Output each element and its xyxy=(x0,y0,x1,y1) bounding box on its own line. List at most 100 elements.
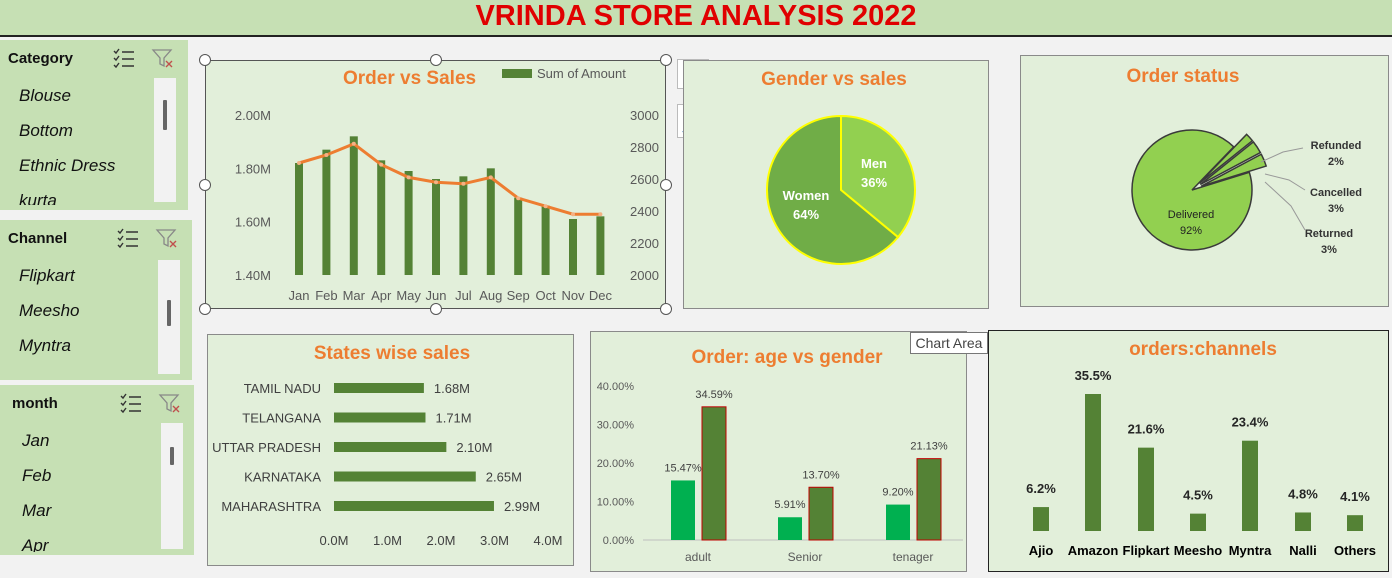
resize-handle[interactable] xyxy=(660,303,672,315)
dashboard-title: VRINDA STORE ANALYSIS 2022 xyxy=(475,0,917,32)
chart-title: States wise sales xyxy=(314,343,470,364)
clear-filter-icon[interactable] xyxy=(158,392,182,414)
state-bar xyxy=(334,471,476,482)
scrollbar-thumb[interactable] xyxy=(163,100,167,130)
orders-point xyxy=(379,162,384,167)
slice-label: Delivered xyxy=(1168,209,1214,221)
multi-select-icon[interactable] xyxy=(119,392,143,414)
channels-bar-plot: orders:channels 6.2% Ajio 35.5% Amazon 21.6%… xyxy=(1026,339,1376,558)
channel-slicer[interactable]: Channel Flipkart Meesho Myntra xyxy=(0,220,192,380)
resize-handle[interactable] xyxy=(199,54,211,66)
bar-value-label: 15.47% xyxy=(664,462,702,474)
legend-label: Sum of Amount xyxy=(537,66,626,81)
sales-bar xyxy=(322,149,331,275)
bar-value-label: 1.71M xyxy=(435,411,471,426)
bar-value-label: 23.4% xyxy=(1232,415,1269,430)
state-label: MAHARASHTRA xyxy=(221,499,321,514)
x-tick-label: Jan xyxy=(289,288,310,303)
slicer-scrollbar[interactable] xyxy=(154,78,176,202)
orders-point xyxy=(297,161,301,165)
order-vs-sales-chart[interactable]: Order vs Sales Sum of Amount 2.00M 1.80M 1… xyxy=(205,60,666,309)
slicer-item-feb[interactable]: Feb xyxy=(22,466,52,485)
sales-bar xyxy=(377,160,386,275)
x-tick-label: Apr xyxy=(371,288,392,303)
x-tick-label: 4.0M xyxy=(534,533,563,548)
slicer-item-ethnic-dress[interactable]: Ethnic Dress xyxy=(19,156,116,175)
slice-label: Returned xyxy=(1305,228,1353,240)
leader-line xyxy=(1264,173,1306,191)
slicer-item-jan[interactable]: Jan xyxy=(22,431,50,450)
dashboard-header: VRINDA STORE ANALYSIS 2022 xyxy=(0,0,1392,37)
resize-handle[interactable] xyxy=(660,178,672,191)
age-bar-series-1 xyxy=(778,517,802,540)
slice-value: 36% xyxy=(861,175,887,190)
bar-value-label: 2.10M xyxy=(456,440,492,455)
bar-value-label: 4.8% xyxy=(1288,486,1318,501)
slicer-item-blouse[interactable]: Blouse xyxy=(19,86,71,105)
slicer-scrollbar[interactable] xyxy=(158,260,180,374)
channel-bar xyxy=(1085,394,1101,531)
clear-filter-icon[interactable] xyxy=(155,227,179,249)
sales-bar xyxy=(404,171,413,275)
slicer-item-flipkart[interactable]: Flipkart xyxy=(19,266,75,285)
slicer-scrollbar[interactable] xyxy=(161,423,183,549)
slice-label: Women xyxy=(783,188,830,203)
x-tick-label: Sep xyxy=(507,288,530,303)
scrollbar-thumb[interactable] xyxy=(167,300,171,326)
x-tick-label: Aug xyxy=(479,288,502,303)
multi-select-icon[interactable] xyxy=(116,227,140,249)
bar-value-label: 21.13% xyxy=(910,441,948,453)
slice-label: Cancelled xyxy=(1310,187,1362,199)
bar-value-label: 9.20% xyxy=(882,487,913,499)
scrollbar-thumb[interactable] xyxy=(170,447,174,465)
x-tick-label: 2.0M xyxy=(427,533,456,548)
sales-bar xyxy=(541,205,550,275)
age-bar-series-2 xyxy=(701,406,727,541)
y-tick-label-right: 2200 xyxy=(630,236,659,251)
y-tick-label: 30.00% xyxy=(597,420,635,432)
resize-handle[interactable] xyxy=(660,54,672,66)
resize-handle[interactable] xyxy=(199,178,211,191)
pie-slice-returned xyxy=(1200,153,1268,187)
orders-point xyxy=(406,175,411,180)
month-slicer[interactable]: month Jan Feb Mar Apr xyxy=(0,385,194,555)
bar-value-label: 4.1% xyxy=(1340,489,1370,504)
y-tick-label-right: 2000 xyxy=(630,268,659,283)
x-tick-label: Nalli xyxy=(1289,543,1316,558)
slice-value: 2% xyxy=(1328,156,1344,168)
category-slicer[interactable]: Category Blouse Bottom Ethnic Dress kurt… xyxy=(0,40,188,210)
multi-select-icon[interactable] xyxy=(112,47,136,69)
slicer-item-mar[interactable]: Mar xyxy=(22,501,52,520)
channel-bar xyxy=(1242,440,1258,531)
bar-value-label: 2.65M xyxy=(486,470,522,485)
slicer-item-kurta[interactable]: kurta xyxy=(19,191,57,205)
slicer-item-meesho[interactable]: Meesho xyxy=(19,301,80,320)
pie-slice-men xyxy=(840,114,916,239)
age-bar-series-1 xyxy=(671,480,695,540)
gender-pie-plot: Gender vs sales Men 36% Women 64% xyxy=(761,69,916,265)
x-tick-label: 1.0M xyxy=(373,533,402,548)
clear-filter-icon[interactable] xyxy=(151,47,175,69)
resize-handle[interactable] xyxy=(429,54,442,66)
state-label: TELANGANA xyxy=(242,411,321,426)
slice-value: 3% xyxy=(1328,203,1344,215)
pie-slice-refunded xyxy=(1198,133,1254,184)
y-tick-label-left: 1.40M xyxy=(235,268,271,283)
slice-value: 92% xyxy=(1180,225,1202,237)
orders-point xyxy=(351,141,356,146)
slicer-item-myntra[interactable]: Myntra xyxy=(19,336,71,355)
pie-slice-delivered xyxy=(1131,129,1253,251)
order-status-chart[interactable]: Order status Delivered 92% Refunded 2% Cance… xyxy=(1020,55,1389,307)
resize-handle[interactable] xyxy=(429,303,442,315)
slicer-item-bottom[interactable]: Bottom xyxy=(19,121,73,140)
bar-value-label: 35.5% xyxy=(1075,368,1112,383)
slicer-item-apr[interactable]: Apr xyxy=(22,536,49,552)
resize-handle[interactable] xyxy=(199,303,211,315)
age-vs-gender-chart[interactable]: Order: age vs gender 40.00% 30.00% 20.00% 1… xyxy=(590,331,967,572)
gender-vs-sales-chart[interactable]: Gender vs sales Men 36% Women 64% xyxy=(683,60,989,309)
orders-channels-chart[interactable]: orders:channels 6.2% Ajio 35.5% Amazon 21.6%… xyxy=(988,330,1389,572)
states-wise-sales-chart[interactable]: States wise sales TAMIL NADU 1.68M TELANGA… xyxy=(207,334,574,566)
chart-title: Order vs Sales xyxy=(343,68,476,89)
x-tick-label: Ajio xyxy=(1029,543,1054,558)
bar-value-label: 6.2% xyxy=(1026,481,1056,496)
